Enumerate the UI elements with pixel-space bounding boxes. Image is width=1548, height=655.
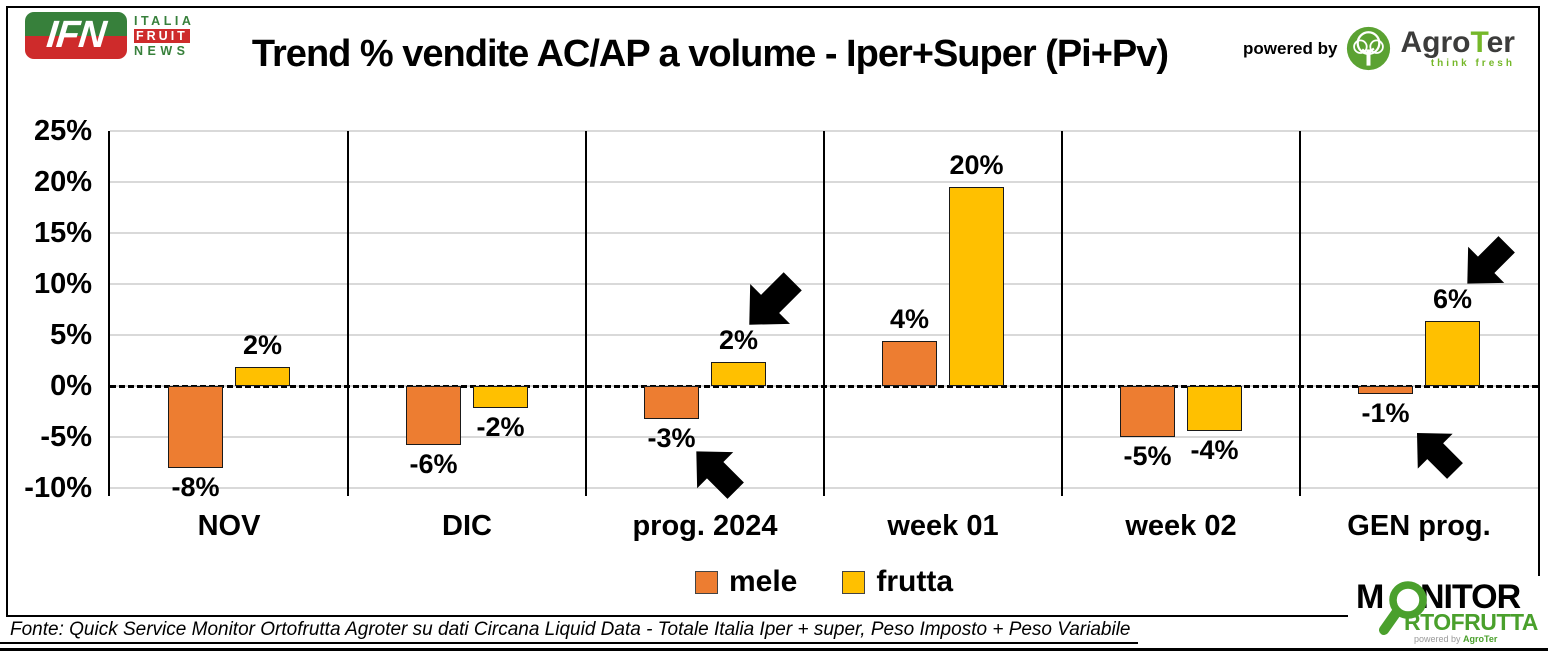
y-axis: 25% 20% 15% 10% 5% 0% -5% -10% [0, 115, 100, 504]
agroter-wordmark: AgroTer think fresh [1400, 28, 1515, 70]
agroter-name-part1: Agro [1400, 26, 1471, 59]
chart-title: Trend % vendite AC/AP a volume - Iper+Su… [251, 33, 1169, 75]
bar-label-frutta-week 02: -4% [1190, 434, 1239, 465]
legend-item-mele: mele [694, 565, 798, 599]
ifn-word-italia: ITALIA [134, 13, 195, 28]
category-separator-2 [585, 131, 587, 496]
ifn-badge-icon: IFN [25, 12, 127, 59]
bar-frutta-DIC [473, 386, 528, 409]
monitor-text-m: M [1356, 578, 1384, 616]
bottom-border [0, 648, 1548, 651]
arrow-gen-mele [1396, 412, 1475, 491]
bar-label-frutta-week 01: 20% [949, 150, 1004, 181]
bar-label-frutta-GEN prog.: 6% [1432, 283, 1473, 314]
powered-by-label: powered by [1243, 38, 1338, 58]
bar-label-mele-GEN prog.: -1% [1361, 398, 1410, 429]
y-tick-20%: 20% [33, 166, 92, 198]
y-tick-25%: 25% [33, 115, 92, 147]
legend-label-frutta: frutta [876, 565, 954, 598]
bar-frutta-prog. 2024 [711, 361, 766, 386]
bar-label-mele-week 02: -5% [1123, 441, 1172, 471]
ifn-word-fruit: FRUIT [134, 28, 190, 43]
agroter-tree-icon [1347, 26, 1391, 71]
monitor-powered-brand: AgroTer [1463, 634, 1498, 644]
y-tick-0%: 0% [50, 370, 92, 402]
y-tick--10%: -10% [24, 472, 92, 504]
legend: mele frutta [110, 565, 1538, 599]
powered-by-agroter: powered by AgroTer think fresh [1243, 26, 1515, 71]
arrow-prog2024-mele [675, 430, 757, 512]
bar-label-mele-week 01: 4% [889, 304, 930, 335]
y-tick-5%: 5% [50, 319, 92, 351]
footer-underline [0, 642, 1138, 644]
ifn-badge-red-half [25, 35, 127, 59]
y-axis-line [108, 131, 110, 496]
arrow-gen-frutta [1446, 223, 1528, 305]
bar-label-frutta-DIC: -2% [476, 412, 525, 443]
bar-mele-DIC [406, 386, 461, 446]
agroter-name-part3: er [1486, 26, 1515, 59]
bar-frutta-week 02 [1187, 386, 1242, 431]
bar-mele-week 01 [882, 341, 937, 386]
x-label-GEN prog.: GEN prog. [1347, 510, 1491, 542]
category-separator-3 [823, 131, 825, 496]
legend-label-mele: mele [728, 565, 798, 598]
zero-line [110, 384, 1538, 388]
bar-label-mele-prog. 2024: -3% [647, 422, 696, 453]
ifn-badge-text: IFN [44, 14, 108, 56]
bar-mele-prog. 2024 [644, 386, 699, 419]
bar-mele-NOV [168, 386, 223, 468]
agroter-name-part2: T [1470, 26, 1487, 59]
bar-frutta-NOV [235, 366, 290, 386]
y-tick--5%: -5% [40, 421, 92, 453]
agroter-name: AgroTer [1400, 28, 1514, 58]
magnifier-icon [1379, 581, 1427, 635]
source-note: Fonte: Quick Service Monitor Ortofrutta … [10, 619, 1131, 640]
bar-label-frutta-prog. 2024: 2% [718, 324, 759, 355]
x-label-week 01: week 01 [887, 510, 999, 542]
bar-frutta-GEN prog. [1425, 320, 1480, 386]
category-separator-4 [1061, 131, 1063, 496]
x-label-week 02: week 02 [1125, 510, 1237, 542]
legend-swatch-frutta [842, 570, 866, 594]
monitor-powered-by: powered by AgroTer [1414, 634, 1497, 644]
bar-label-mele-NOV: -8% [171, 471, 220, 502]
bar-frutta-week 01 [949, 187, 1004, 386]
x-label-NOV: NOV [197, 510, 261, 542]
category-separator-5 [1299, 131, 1301, 496]
agroter-tagline: think fresh [1430, 58, 1515, 69]
category-separator-1 [347, 131, 349, 496]
ifn-badge-green-half [25, 12, 127, 36]
ifn-logo: IFN ITALIA FRUIT NEWS [25, 12, 194, 59]
monitor-text-rtofrutta: RTOFRUTTA [1404, 609, 1538, 635]
y-tick-10%: 10% [33, 268, 92, 300]
ifn-word-news: NEWS [134, 43, 190, 58]
bar-label-frutta-NOV: 2% [242, 329, 283, 360]
plot-area: -8% -6% -3% 4% -5% -1% 2% -2% 2% 20% -4% 6% NOV DIC pr… [108, 130, 1538, 542]
legend-swatch-mele [694, 570, 718, 594]
x-label-DIC: DIC [442, 510, 492, 542]
legend-item-frutta: frutta [842, 565, 953, 599]
bar-mele-week 02 [1120, 386, 1175, 437]
bar-label-mele-DIC: -6% [409, 449, 458, 480]
monitor-powered-label: powered by [1414, 634, 1461, 644]
y-tick-15%: 15% [33, 217, 92, 249]
arrow-prog2024-frutta [726, 258, 817, 349]
x-label-prog. 2024: prog. 2024 [632, 510, 778, 542]
bar-mele-GEN prog. [1358, 386, 1413, 395]
monitor-text-nitor: NITOR [1420, 578, 1521, 616]
monitor-ortofrutta-logo: M NITOR RTOFRUTTA powered by AgroTer [1348, 576, 1544, 648]
ifn-wordmark: ITALIA FRUIT NEWS [134, 12, 194, 59]
